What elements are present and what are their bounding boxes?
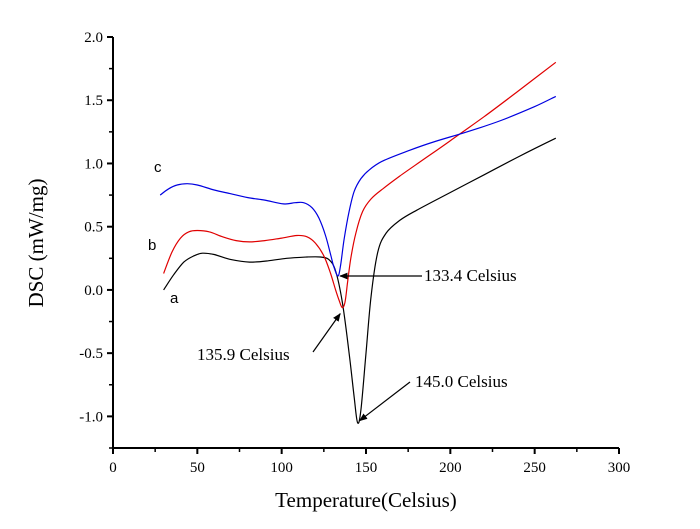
x-tick-label: 150	[355, 460, 378, 476]
x-tick-label: 200	[439, 460, 462, 476]
axes: 0 50 100 150 200 250 300 -1.0 -0.5 0.0 0.5 1.0 1.5 2.…	[79, 30, 630, 476]
y-tick-label: 1.0	[84, 156, 103, 172]
y-tick-label: -1.0	[79, 409, 103, 425]
y-tick-label: 0.5	[84, 220, 103, 236]
x-tick-label: 50	[190, 460, 205, 476]
x-axis-title: Temperature(Celsius)	[275, 488, 457, 512]
x-tick-label: 250	[523, 460, 546, 476]
y-tick-label: 0.0	[84, 283, 103, 299]
annotation-145-0: 145.0 Celsius	[415, 372, 508, 391]
annotation-133-4: 133.4 Celsius	[424, 266, 517, 285]
series-line-a	[163, 137, 557, 424]
curve-label-c: c	[154, 159, 162, 176]
y-tick-label: 1.5	[84, 93, 103, 109]
series-line-c	[159, 95, 557, 277]
y-axis-title: DSC (mW/mg)	[24, 179, 48, 308]
curve-label-b: b	[148, 237, 156, 254]
x-tick-label: 300	[608, 460, 631, 476]
series-group	[159, 61, 557, 424]
arrow-135-9	[312, 312, 341, 353]
curve-label-a: a	[170, 290, 179, 307]
x-tick-label: 0	[109, 460, 117, 476]
annotation-arrows	[312, 272, 422, 422]
y-tick-label: -0.5	[79, 346, 103, 362]
x-tick-label: 100	[270, 460, 293, 476]
y-tick-label: 2.0	[84, 30, 103, 46]
series-line-b	[163, 61, 557, 309]
arrow-145-0	[358, 381, 411, 422]
annotation-135-9: 135.9 Celsius	[197, 345, 290, 364]
labels-group: Temperature(Celsius) DSC (mW/mg) a b c 1…	[24, 159, 517, 512]
